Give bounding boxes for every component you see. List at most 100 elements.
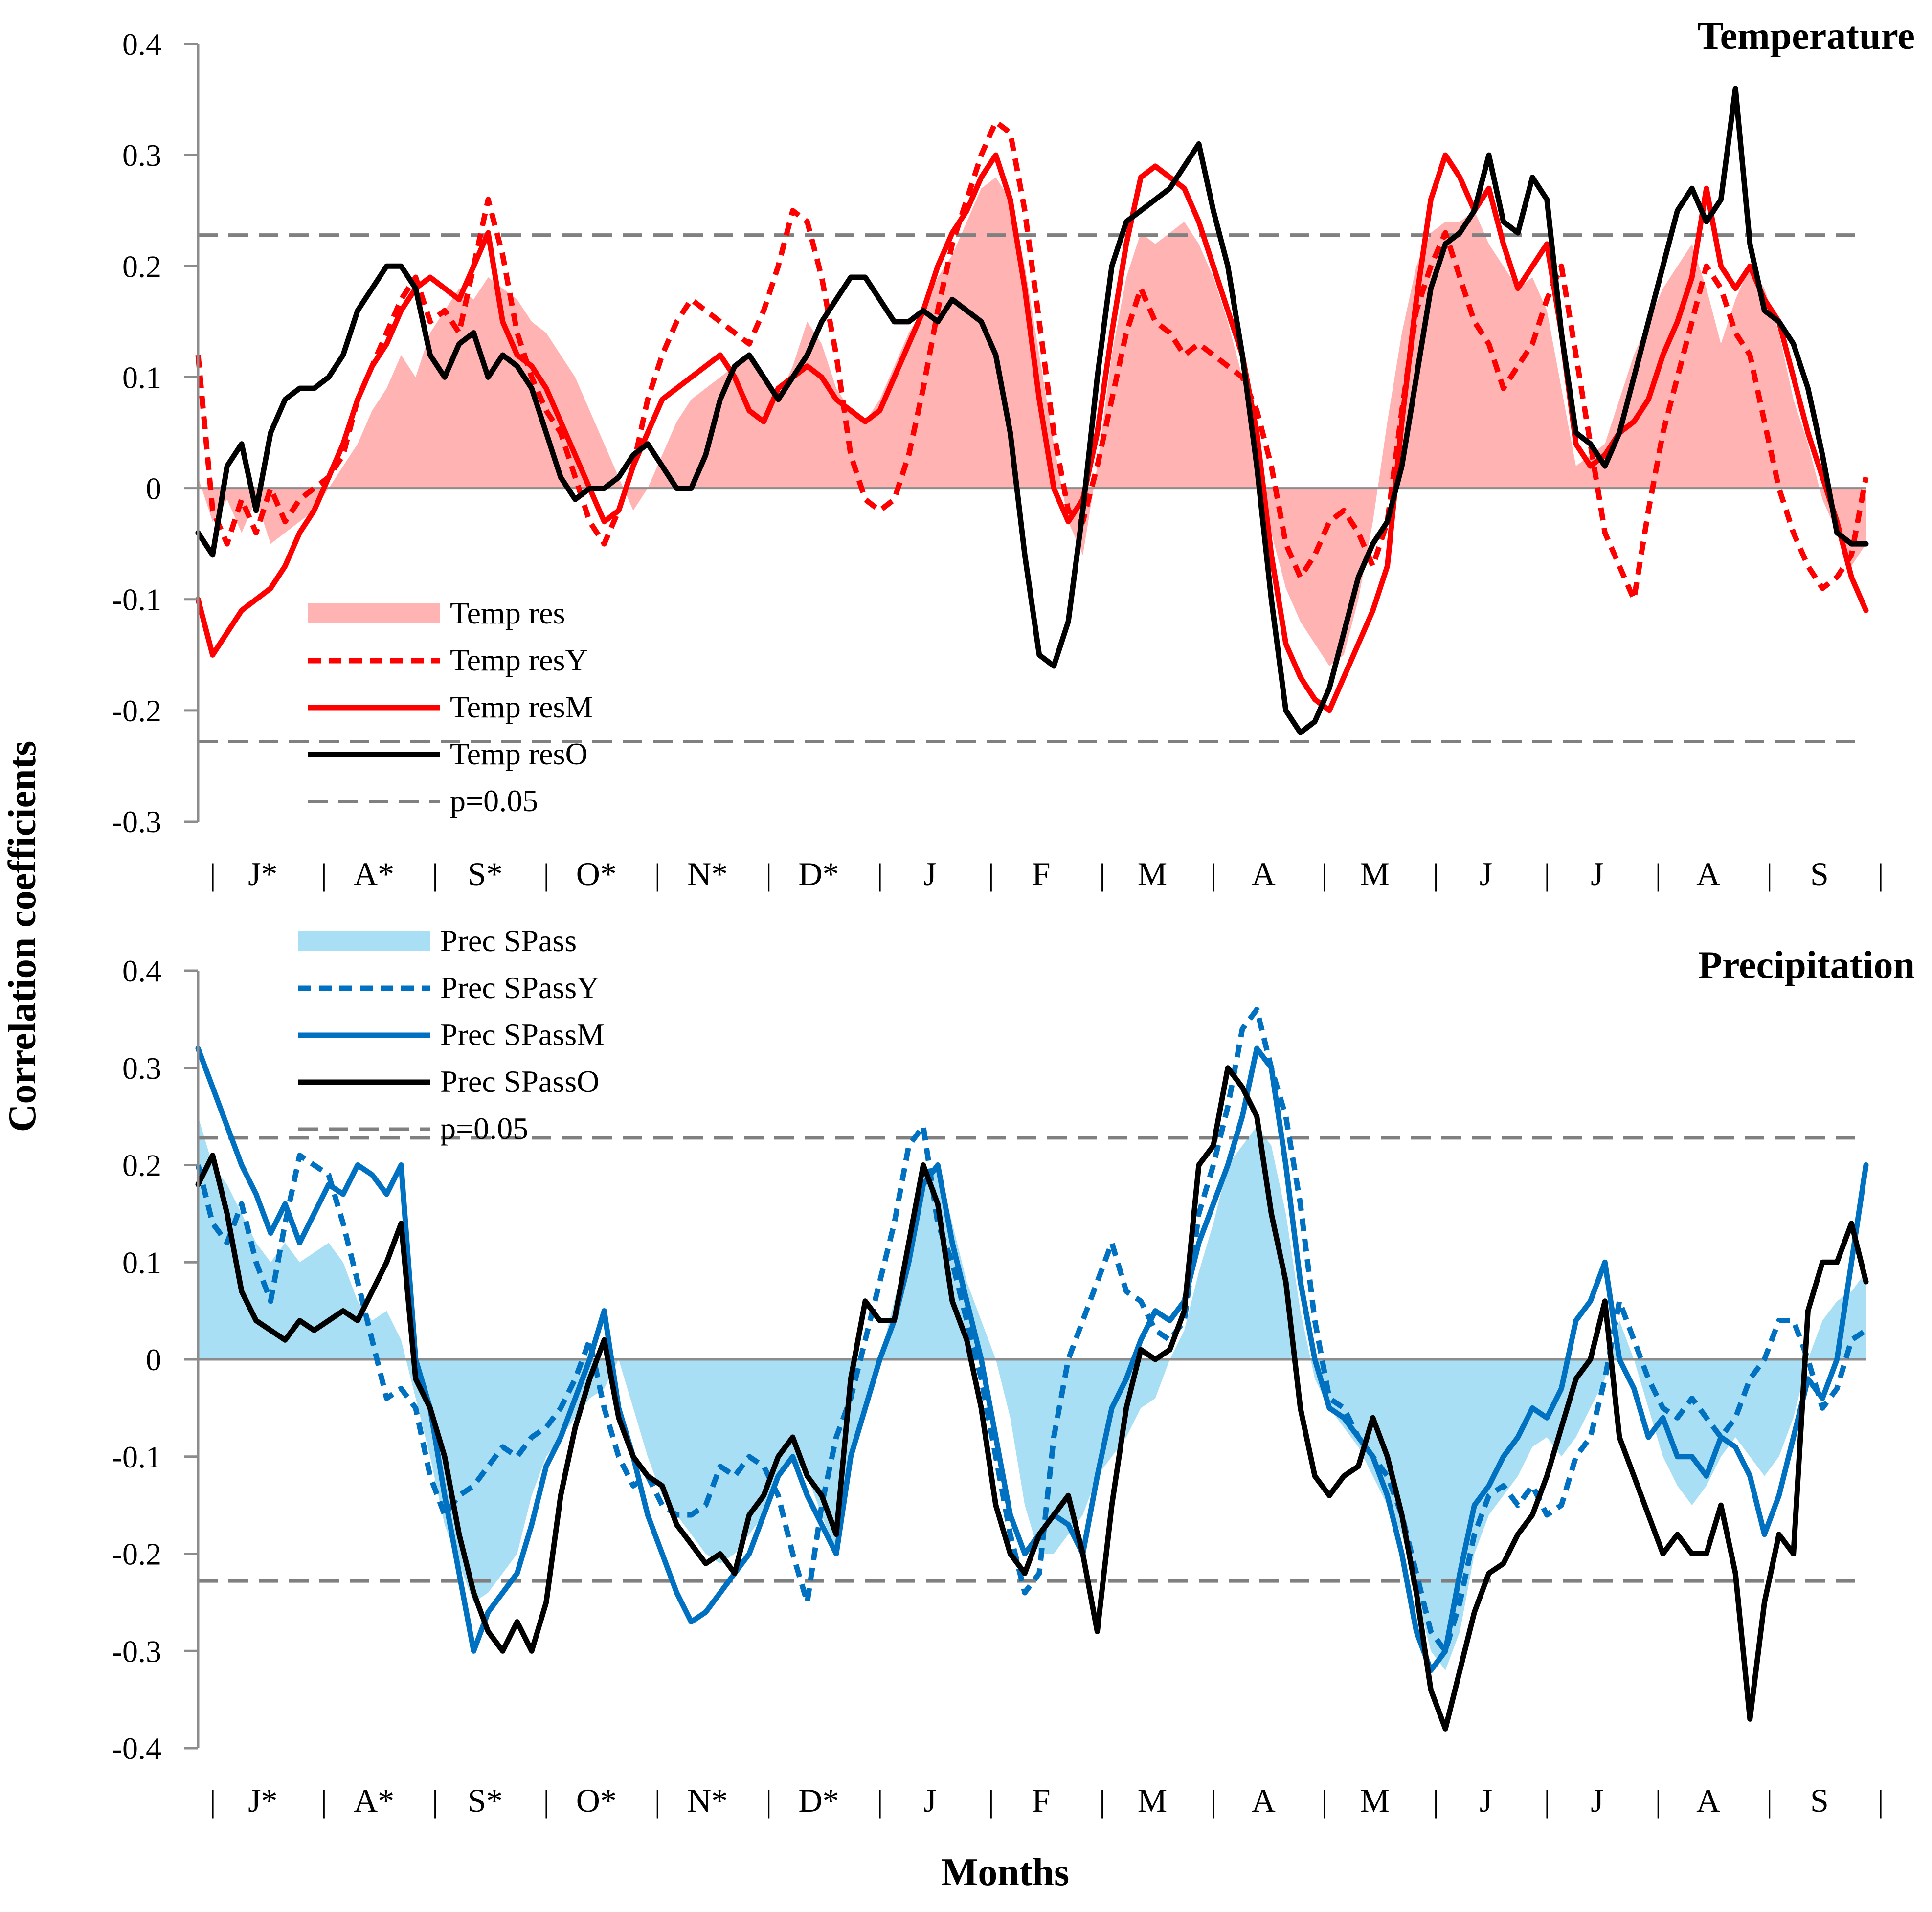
temperature-month-label: N* <box>687 855 728 892</box>
precipitation-y-tick-label: 0.2 <box>122 1148 161 1183</box>
precipitation-legend-swatch <box>298 931 430 951</box>
temperature-month-separator: | <box>1433 857 1439 892</box>
temperature-month-label: A* <box>354 855 394 892</box>
precipitation-y-tick-label: 0 <box>146 1342 161 1377</box>
precipitation-area-layer <box>198 1116 1866 1670</box>
precipitation-month-separator: | <box>432 1784 438 1819</box>
precipitation-month-separator: | <box>1099 1784 1105 1819</box>
temperature-month-separator: | <box>1766 857 1773 892</box>
temperature-y-tick-label: 0.1 <box>122 360 161 395</box>
precipitation-month-separator: | <box>1655 1784 1662 1819</box>
precipitation-month-label: M <box>1360 1782 1389 1819</box>
temperature-month-separator: | <box>1211 857 1217 892</box>
temperature-y-tick-label: -0.2 <box>112 693 161 728</box>
precipitation-month-separator: | <box>877 1784 883 1819</box>
precipitation-y-tick-label: 0.4 <box>122 954 161 988</box>
temperature-series-temp-resm <box>195 152 1869 713</box>
precipitation-month-label: D* <box>798 1782 839 1819</box>
temperature-month-separator: | <box>1878 857 1884 892</box>
precipitation-month-separator: | <box>765 1784 772 1819</box>
temperature-y-tick-label: 0.4 <box>122 27 161 62</box>
precipitation-month-label: S <box>1810 1782 1829 1819</box>
precipitation-month-separator: | <box>1878 1784 1884 1819</box>
temperature-month-separator: | <box>765 857 772 892</box>
precipitation-month-label: J* <box>248 1782 277 1819</box>
precipitation-month-separator: | <box>1766 1784 1773 1819</box>
temperature-month-label: J <box>1591 855 1603 892</box>
temperature-month-label: O* <box>576 855 617 892</box>
temperature-month-label: F <box>1032 855 1051 892</box>
precipitation-significance-layer <box>198 1136 1866 1583</box>
precipitation-month-label: F <box>1032 1782 1051 1819</box>
temperature-month-separator: | <box>1099 857 1105 892</box>
precipitation-month-label: J <box>1591 1782 1603 1819</box>
temperature-significance-layer <box>198 233 1866 743</box>
temperature-legend-swatch <box>308 603 440 623</box>
temperature-month-label: J <box>923 855 936 892</box>
temperature-month-label: D* <box>798 855 839 892</box>
precipitation-y-tick-label: 0.3 <box>122 1051 161 1086</box>
temperature-month-separator: | <box>321 857 327 892</box>
precipitation-series-layer <box>195 1007 1869 1732</box>
precipitation-y-tick-label: 0.1 <box>122 1245 161 1280</box>
temperature-month-label: M <box>1138 855 1167 892</box>
temperature-panel: 0.4 0.3 0.2 0.1 0 -0.1 -0.2 -0.3 | | | | | | | | | | | | | |… <box>112 15 1915 892</box>
temperature-area-layer <box>198 177 1866 667</box>
x-axis-title: Months <box>941 1851 1069 1894</box>
temperature-month-separator: | <box>1322 857 1328 892</box>
precipitation-series-prec-spass <box>198 1116 1866 1670</box>
precipitation-legend-label: Prec SPassY <box>440 970 599 1005</box>
temperature-legend-label: Temp resY <box>450 643 588 677</box>
precipitation-month-label: A* <box>354 1782 394 1819</box>
precipitation-legend-label: p=0.05 <box>440 1111 528 1146</box>
precipitation-legend: Prec SPass Prec SPassY Prec SPassM Prec SPa… <box>298 923 605 1146</box>
precipitation-month-label: N* <box>687 1782 728 1819</box>
temperature-series-temp-reso <box>195 86 1869 735</box>
precipitation-month-separator: | <box>210 1784 216 1819</box>
temperature-month-label: S <box>1810 855 1829 892</box>
precipitation-month-label: J <box>1480 1782 1492 1819</box>
temperature-month-label: S* <box>468 855 503 892</box>
y-axis-title: Correlation coefficients <box>1 741 44 1132</box>
precipitation-month-separator: | <box>988 1784 994 1819</box>
precipitation-month-label: O* <box>576 1782 617 1819</box>
temperature-legend-label: Temp resM <box>450 689 593 724</box>
temperature-month-separator: | <box>432 857 438 892</box>
precipitation-month-separator: | <box>543 1784 550 1819</box>
temperature-month-separator: | <box>210 857 216 892</box>
precipitation-panel: 0.40.30.20.10-0.1-0.2-0.3-0.4 | | | | | | | | | |… <box>112 923 1915 1819</box>
precipitation-y-tick-label: -0.1 <box>112 1440 161 1474</box>
temperature-y-tick-label: -0.3 <box>112 804 161 839</box>
temperature-legend-label: p=0.05 <box>450 783 538 818</box>
precipitation-month-axis: | | | | | | | | | | | | | | | | J* A* S* O* N* D* J F M A M J J A S <box>210 1782 1884 1819</box>
temperature-y-tick-label: 0.3 <box>122 138 161 173</box>
precipitation-month-label: S* <box>468 1782 503 1819</box>
precipitation-legend-label: Prec SPass <box>440 923 577 958</box>
temperature-y-tick-label: -0.1 <box>112 582 161 617</box>
temperature-y-tick-label: 0.2 <box>122 249 161 284</box>
temperature-legend-label: Temp resO <box>450 736 588 771</box>
precipitation-month-separator: | <box>1433 1784 1439 1819</box>
precipitation-month-separator: | <box>654 1784 661 1819</box>
precipitation-series-prec-spassm <box>195 1045 1869 1673</box>
precipitation-month-separator: | <box>1544 1784 1550 1819</box>
precipitation-month-label: J <box>923 1782 936 1819</box>
temperature-legend: Temp res Temp resY Temp resM Temp resO p=0.0… <box>308 596 593 818</box>
precipitation-month-separator: | <box>1322 1784 1328 1819</box>
precipitation-title: Precipitation <box>1698 944 1915 987</box>
temperature-month-separator: | <box>1544 857 1550 892</box>
temperature-month-label: J <box>1480 855 1492 892</box>
temperature-month-label: M <box>1360 855 1389 892</box>
precipitation-month-separator: | <box>321 1784 327 1819</box>
temperature-month-separator: | <box>1655 857 1662 892</box>
precipitation-month-label: M <box>1138 1782 1167 1819</box>
precipitation-month-label: A <box>1252 1782 1276 1819</box>
temperature-title: Temperature <box>1698 15 1915 58</box>
temperature-month-separator: | <box>988 857 994 892</box>
precipitation-month-separator: | <box>1211 1784 1217 1819</box>
temperature-y-axis: 0.4 0.3 0.2 0.1 0 -0.1 -0.2 -0.3 <box>112 27 200 839</box>
precipitation-y-axis: 0.4 0.3 0.2 0.1 0 -0.1 -0.2 -0.3 -0.4 <box>112 954 200 1766</box>
temperature-y-tick-label: 0 <box>146 471 161 506</box>
temperature-month-separator: | <box>543 857 550 892</box>
precipitation-y-tick-label: -0.4 <box>112 1731 161 1766</box>
